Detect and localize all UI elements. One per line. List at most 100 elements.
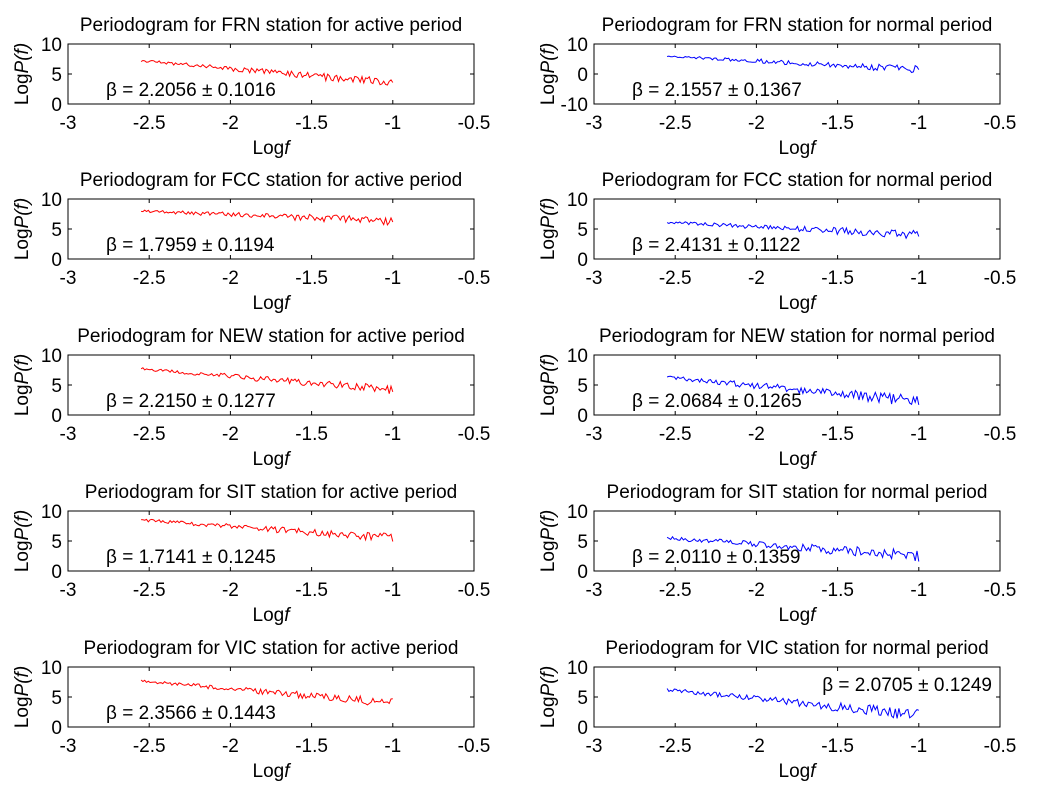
chart-sit-normal-ytick-label: 5 <box>577 532 588 553</box>
chart-new-normal-xtick-label: -0.5 <box>984 424 1017 445</box>
chart-vic-active-xtick-label: -1.5 <box>295 736 328 757</box>
chart-fcc-normal-ytick-label: 10 <box>567 190 588 211</box>
chart-frn-active-ylabel: LogP(f) <box>12 43 33 105</box>
chart-new-normal-xtick-label: -3 <box>586 424 603 445</box>
chart-new-active-xlabel: Logf <box>253 449 292 470</box>
chart-new-active: Periodogram for NEW station for active p… <box>12 326 490 470</box>
chart-new-active-xtick-label: -3 <box>60 424 77 445</box>
chart-new-normal-beta-annotation: β = 2.0684 ± 0.1265 <box>632 391 802 412</box>
chart-new-normal-xtick-label: -1.5 <box>821 424 854 445</box>
chart-frn-active-xtick-label: -2.5 <box>133 113 166 134</box>
chart-frn-normal-xtick-label: -1.5 <box>821 113 854 134</box>
chart-sit-active-title: Periodogram for SIT station for active p… <box>85 482 457 503</box>
chart-frn-normal-beta-annotation: β = 2.1557 ± 0.1367 <box>632 80 802 101</box>
chart-sit-normal-xtick-label: -2.5 <box>659 580 692 601</box>
chart-vic-active-xtick-label: -3 <box>60 736 77 757</box>
chart-fcc-active-xtick-label: -1 <box>384 268 401 289</box>
chart-fcc-normal-series-line <box>666 221 920 240</box>
chart-frn-normal-xtick-label: -2.5 <box>659 113 692 134</box>
chart-vic-active: Periodogram for VIC station for active p… <box>12 638 490 782</box>
chart-vic-normal-xtick-label: -0.5 <box>984 736 1017 757</box>
chart-sit-normal-ytick-label: 0 <box>577 562 588 583</box>
chart-new-normal-xlabel: Logf <box>779 449 818 470</box>
chart-sit-normal-beta-annotation: β = 2.0110 ± 0.1359 <box>632 547 800 568</box>
chart-fcc-normal-xlabel: Logf <box>779 293 818 314</box>
chart-vic-normal-xtick-label: -1.5 <box>821 736 854 757</box>
chart-frn-active-axes <box>67 43 475 105</box>
chart-sit-normal-ytick-label: 10 <box>567 502 588 523</box>
chart-vic-normal-ylabel: LogP(f) <box>538 666 559 728</box>
chart-fcc-normal-ytick-label: 0 <box>577 250 588 271</box>
chart-sit-normal-xtick-label: -0.5 <box>984 580 1017 601</box>
chart-vic-active-ytick-label: 0 <box>51 718 62 739</box>
chart-fcc-active-ytick-label: 5 <box>51 220 62 241</box>
chart-sit-normal-xlabel: Logf <box>779 605 818 626</box>
chart-vic-normal-xlabel: Logf <box>779 761 818 782</box>
chart-fcc-active-series-line <box>141 209 394 227</box>
chart-sit-normal-xtick-label: -2 <box>748 580 765 601</box>
chart-sit-active-xtick-label: -3 <box>60 580 77 601</box>
chart-frn-active-beta-annotation: β = 2.2056 ± 0.1016 <box>106 80 276 101</box>
chart-vic-normal-xtick-label: -2 <box>748 736 765 757</box>
chart-frn-normal-series-line <box>666 55 920 74</box>
chart-frn-active-ytick-label: 5 <box>51 65 62 86</box>
chart-frn-normal-ytick-label: 0 <box>577 65 588 86</box>
chart-frn-active-xtick-label: -3 <box>60 113 77 134</box>
chart-new-active-ytick-label: 5 <box>51 376 62 397</box>
chart-frn-active-xlabel: Logf <box>253 138 292 159</box>
chart-fcc-normal-beta-annotation: β = 2.4131 ± 0.1122 <box>632 235 800 256</box>
chart-frn-normal-ylabel: LogP(f) <box>538 43 559 105</box>
chart-fcc-active-title: Periodogram for FCC station for active p… <box>80 170 462 191</box>
chart-new-active-ylabel: LogP(f) <box>12 354 33 416</box>
chart-fcc-active-xtick-label: -1.5 <box>295 268 328 289</box>
chart-fcc-normal-xtick-label: -2.5 <box>659 268 692 289</box>
chart-sit-active-beta-annotation: β = 1.7141 ± 0.1245 <box>106 547 276 568</box>
chart-frn-active-xtick-label: -1 <box>384 113 401 134</box>
chart-sit-active-xtick-label: -0.5 <box>458 580 491 601</box>
chart-sit-normal-xtick-label: -1.5 <box>821 580 854 601</box>
chart-vic-active-xlabel: Logf <box>253 761 292 782</box>
chart-fcc-active-xtick-label: -0.5 <box>458 268 491 289</box>
chart-sit-active: Periodogram for SIT station for active p… <box>12 482 490 626</box>
chart-vic-normal: Periodogram for VIC station for normal p… <box>538 638 1016 782</box>
chart-vic-active-xtick-label: -0.5 <box>458 736 491 757</box>
chart-fcc-normal-xtick-label: -0.5 <box>984 268 1017 289</box>
chart-frn-normal: Periodogram for FRN station for normal p… <box>538 15 1016 159</box>
chart-new-active-xtick-label: -1.5 <box>295 424 328 445</box>
chart-frn-active-xtick-label: -0.5 <box>458 113 491 134</box>
chart-vic-normal-title: Periodogram for VIC station for normal p… <box>605 638 988 659</box>
chart-sit-active-ytick-label: 0 <box>51 562 62 583</box>
chart-new-active-xtick-label: -2.5 <box>133 424 166 445</box>
chart-new-active-ytick-label: 10 <box>41 346 62 367</box>
chart-fcc-active-beta-annotation: β = 1.7959 ± 0.1194 <box>106 235 275 256</box>
chart-frn-normal-title: Periodogram for FRN station for normal p… <box>602 15 993 36</box>
chart-new-normal-title: Periodogram for NEW station for normal p… <box>599 326 995 347</box>
chart-vic-normal-xtick-label: -1 <box>910 736 927 757</box>
chart-new-active-title: Periodogram for NEW station for active p… <box>77 326 465 347</box>
chart-frn-active-xtick-label: -1.5 <box>295 113 328 134</box>
chart-sit-normal-ylabel: LogP(f) <box>538 510 559 572</box>
chart-fcc-normal-xtick-label: -1 <box>910 268 927 289</box>
chart-frn-active-title: Periodogram for FRN station for active p… <box>80 15 462 36</box>
chart-new-normal-ylabel: LogP(f) <box>538 354 559 416</box>
chart-sit-normal-xtick-label: -1 <box>910 580 927 601</box>
chart-fcc-normal: Periodogram for FCC station for normal p… <box>538 170 1016 314</box>
chart-new-normal-series-line <box>666 375 920 406</box>
chart-vic-active-xtick-label: -2 <box>222 736 239 757</box>
chart-vic-active-series-line <box>140 679 393 706</box>
chart-sit-active-xtick-label: -1 <box>384 580 401 601</box>
chart-frn-normal-axes <box>593 43 1001 105</box>
chart-frn-normal-xlabel: Logf <box>779 138 818 159</box>
chart-new-normal-axes <box>593 354 1001 416</box>
chart-fcc-normal-xtick-label: -1.5 <box>821 268 854 289</box>
chart-fcc-active-xtick-label: -3 <box>60 268 77 289</box>
chart-fcc-normal-ytick-label: 5 <box>577 220 588 241</box>
chart-frn-normal-xtick-label: -3 <box>586 113 603 134</box>
chart-new-active-axes <box>67 354 475 416</box>
chart-new-active-xtick-label: -0.5 <box>458 424 491 445</box>
chart-fcc-active-ytick-label: 10 <box>41 190 62 211</box>
chart-new-active-xtick-label: -2 <box>222 424 239 445</box>
chart-vic-active-xtick-label: -2.5 <box>133 736 166 757</box>
chart-sit-active-xtick-label: -2 <box>222 580 239 601</box>
chart-new-normal: Periodogram for NEW station for normal p… <box>538 326 1016 470</box>
